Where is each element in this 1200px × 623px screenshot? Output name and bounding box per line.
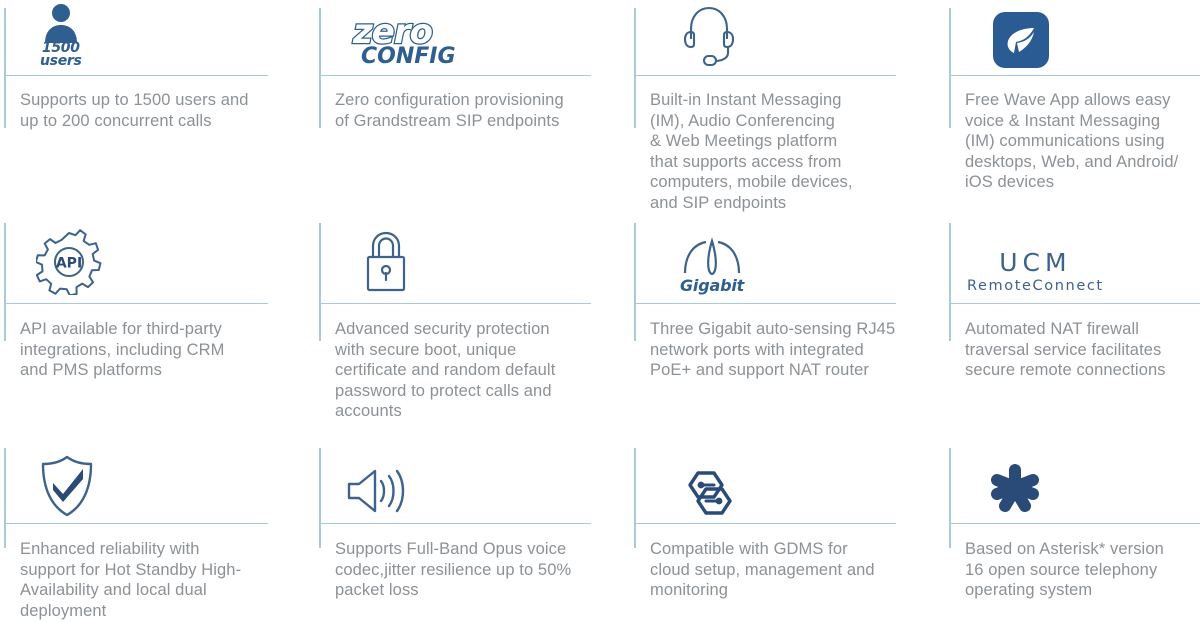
feature-description: Compatible with GDMS for cloud setup, ma…: [650, 540, 875, 599]
zero-word-label: zero: [352, 12, 434, 52]
accent-horizontal-rule: [4, 523, 268, 524]
accent-vertical-rule: [949, 223, 951, 341]
feature-description: Advanced security protection with secure…: [335, 320, 556, 420]
accent-horizontal-rule: [634, 303, 896, 304]
feature-card-api: API API available for third-party integr…: [0, 215, 315, 440]
feature-card-zero-config: zero CONFIG Zero configuration provision…: [315, 0, 630, 215]
remoteconnect-label: RemoteConnect: [967, 278, 1104, 294]
feature-card-asterisk: Based on Asterisk* version 16 open sourc…: [945, 440, 1200, 623]
feature-description: Three Gigabit auto-sensing RJ45 network …: [650, 320, 896, 379]
users-count-label: 1500: [41, 40, 80, 56]
accent-horizontal-rule: [949, 75, 1200, 76]
feature-description: Based on Asterisk* version 16 open sourc…: [965, 540, 1164, 599]
accent-vertical-rule: [634, 223, 636, 341]
accent-horizontal-rule: [634, 75, 896, 76]
accent-vertical-rule: [634, 8, 636, 128]
api-label: API: [56, 256, 82, 272]
ucm-label: UCM: [999, 248, 1072, 277]
users-word-label: users: [40, 53, 82, 69]
gdms-hexagon-icon: [678, 446, 742, 518]
feature-card-opus-codec: Supports Full-Band Opus voice codec,jitt…: [315, 440, 630, 623]
feature-card-wave-app: Free Wave App allows easy voice & Instan…: [945, 0, 1200, 215]
zero-config-logo-icon: zero CONFIG: [352, 0, 456, 69]
users-1500-icon: 1500 users: [40, 0, 82, 68]
accent-vertical-rule: [634, 448, 636, 548]
feature-description: Enhanced reliability with support for Ho…: [20, 540, 242, 620]
accent-horizontal-rule: [4, 75, 268, 76]
feature-card-instant-messaging: Built-in Instant Messaging (IM), Audio C…: [630, 0, 945, 215]
accent-vertical-rule: [319, 8, 321, 128]
accent-horizontal-rule: [4, 303, 268, 304]
accent-vertical-rule: [4, 448, 6, 548]
padlock-icon: [361, 225, 411, 295]
accent-horizontal-rule: [949, 303, 1200, 304]
gigabit-word-label: Gigabit: [680, 276, 745, 295]
feature-description: Automated NAT firewall traversal service…: [965, 320, 1166, 379]
accent-vertical-rule: [319, 448, 321, 548]
accent-horizontal-rule: [949, 523, 1200, 524]
feature-description: Supports Full-Band Opus voice codec,jitt…: [335, 540, 572, 599]
feature-card-remote-connect: UCM RemoteConnect Automated NAT firewall…: [945, 215, 1200, 440]
feature-card-capacity: 1500 users Supports up to 1500 users and…: [0, 0, 315, 215]
feature-card-security: Advanced security protection with secure…: [315, 215, 630, 440]
accent-horizontal-rule: [319, 303, 591, 304]
accent-horizontal-rule: [319, 75, 591, 76]
feature-description: Zero configuration provisioning of Grand…: [335, 91, 564, 130]
speaker-sound-icon: [345, 446, 409, 518]
feature-description: API available for third-party integratio…: [20, 320, 225, 379]
feature-description: Supports up to 1500 users and up to 200 …: [20, 91, 249, 130]
headset-icon: [678, 0, 740, 68]
gigabit-speed-icon: Gigabit: [680, 225, 744, 295]
config-word-label: CONFIG: [361, 44, 456, 69]
ucm-remoteconnect-logo-icon: UCM RemoteConnect: [967, 225, 1104, 295]
accent-vertical-rule: [4, 8, 6, 128]
wave-app-icon: [993, 0, 1049, 68]
feature-description: Free Wave App allows easy voice & Instan…: [965, 91, 1179, 191]
accent-vertical-rule: [4, 223, 6, 341]
feature-description: Built-in Instant Messaging (IM), Audio C…: [650, 91, 853, 212]
feature-card-gdms: Compatible with GDMS for cloud setup, ma…: [630, 440, 945, 623]
accent-vertical-rule: [949, 448, 951, 548]
asterisk-icon: [987, 446, 1043, 518]
feature-card-gigabit-ports: Gigabit Three Gigabit auto-sensing RJ45 …: [630, 215, 945, 440]
accent-horizontal-rule: [634, 523, 896, 524]
feature-card-reliability: Enhanced reliability with support for Ho…: [0, 440, 315, 623]
accent-vertical-rule: [949, 8, 951, 128]
accent-vertical-rule: [319, 223, 321, 341]
shield-check-icon: [38, 446, 96, 518]
api-gear-icon: API: [36, 225, 102, 295]
accent-horizontal-rule: [319, 523, 591, 524]
